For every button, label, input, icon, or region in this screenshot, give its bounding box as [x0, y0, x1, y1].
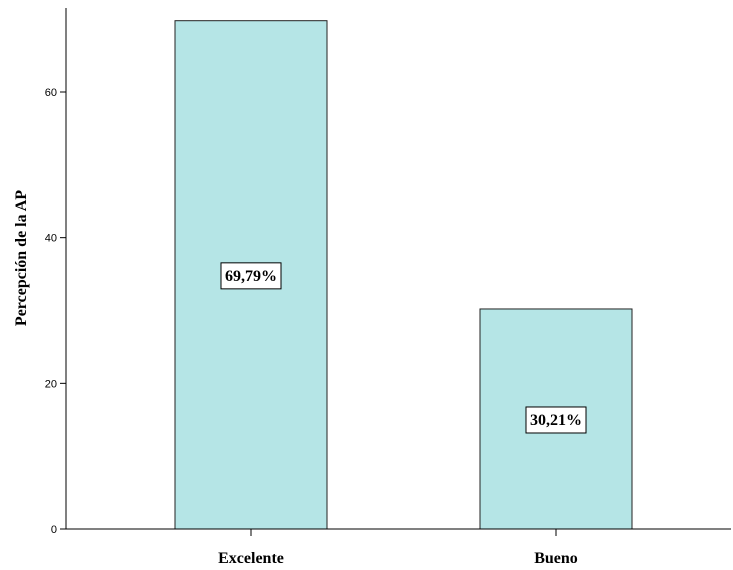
y-axis-title: Percepción de la AP	[13, 190, 30, 326]
x-axis-ticks: Excelente Bueno	[218, 529, 578, 567]
y-tick-label: 20	[45, 378, 57, 390]
data-label-box	[525, 406, 587, 434]
data-label-text: 30,21%	[530, 412, 582, 429]
x-tick-label: Excelente	[218, 550, 284, 567]
data-label-box	[220, 262, 282, 290]
data-label: 69,79%	[220, 262, 282, 290]
x-tick-label: Bueno	[534, 550, 578, 567]
y-tick-label: 60	[45, 87, 57, 99]
axes	[65, 8, 731, 530]
data-labels: 69,79% 30,21%	[220, 262, 587, 434]
y-axis-ticks: 0 20 40 60	[45, 87, 66, 536]
data-label: 30,21%	[525, 406, 587, 434]
data-label-text: 69,79%	[225, 268, 277, 285]
y-tick-label: 0	[51, 524, 57, 536]
y-tick-label: 40	[45, 233, 57, 245]
